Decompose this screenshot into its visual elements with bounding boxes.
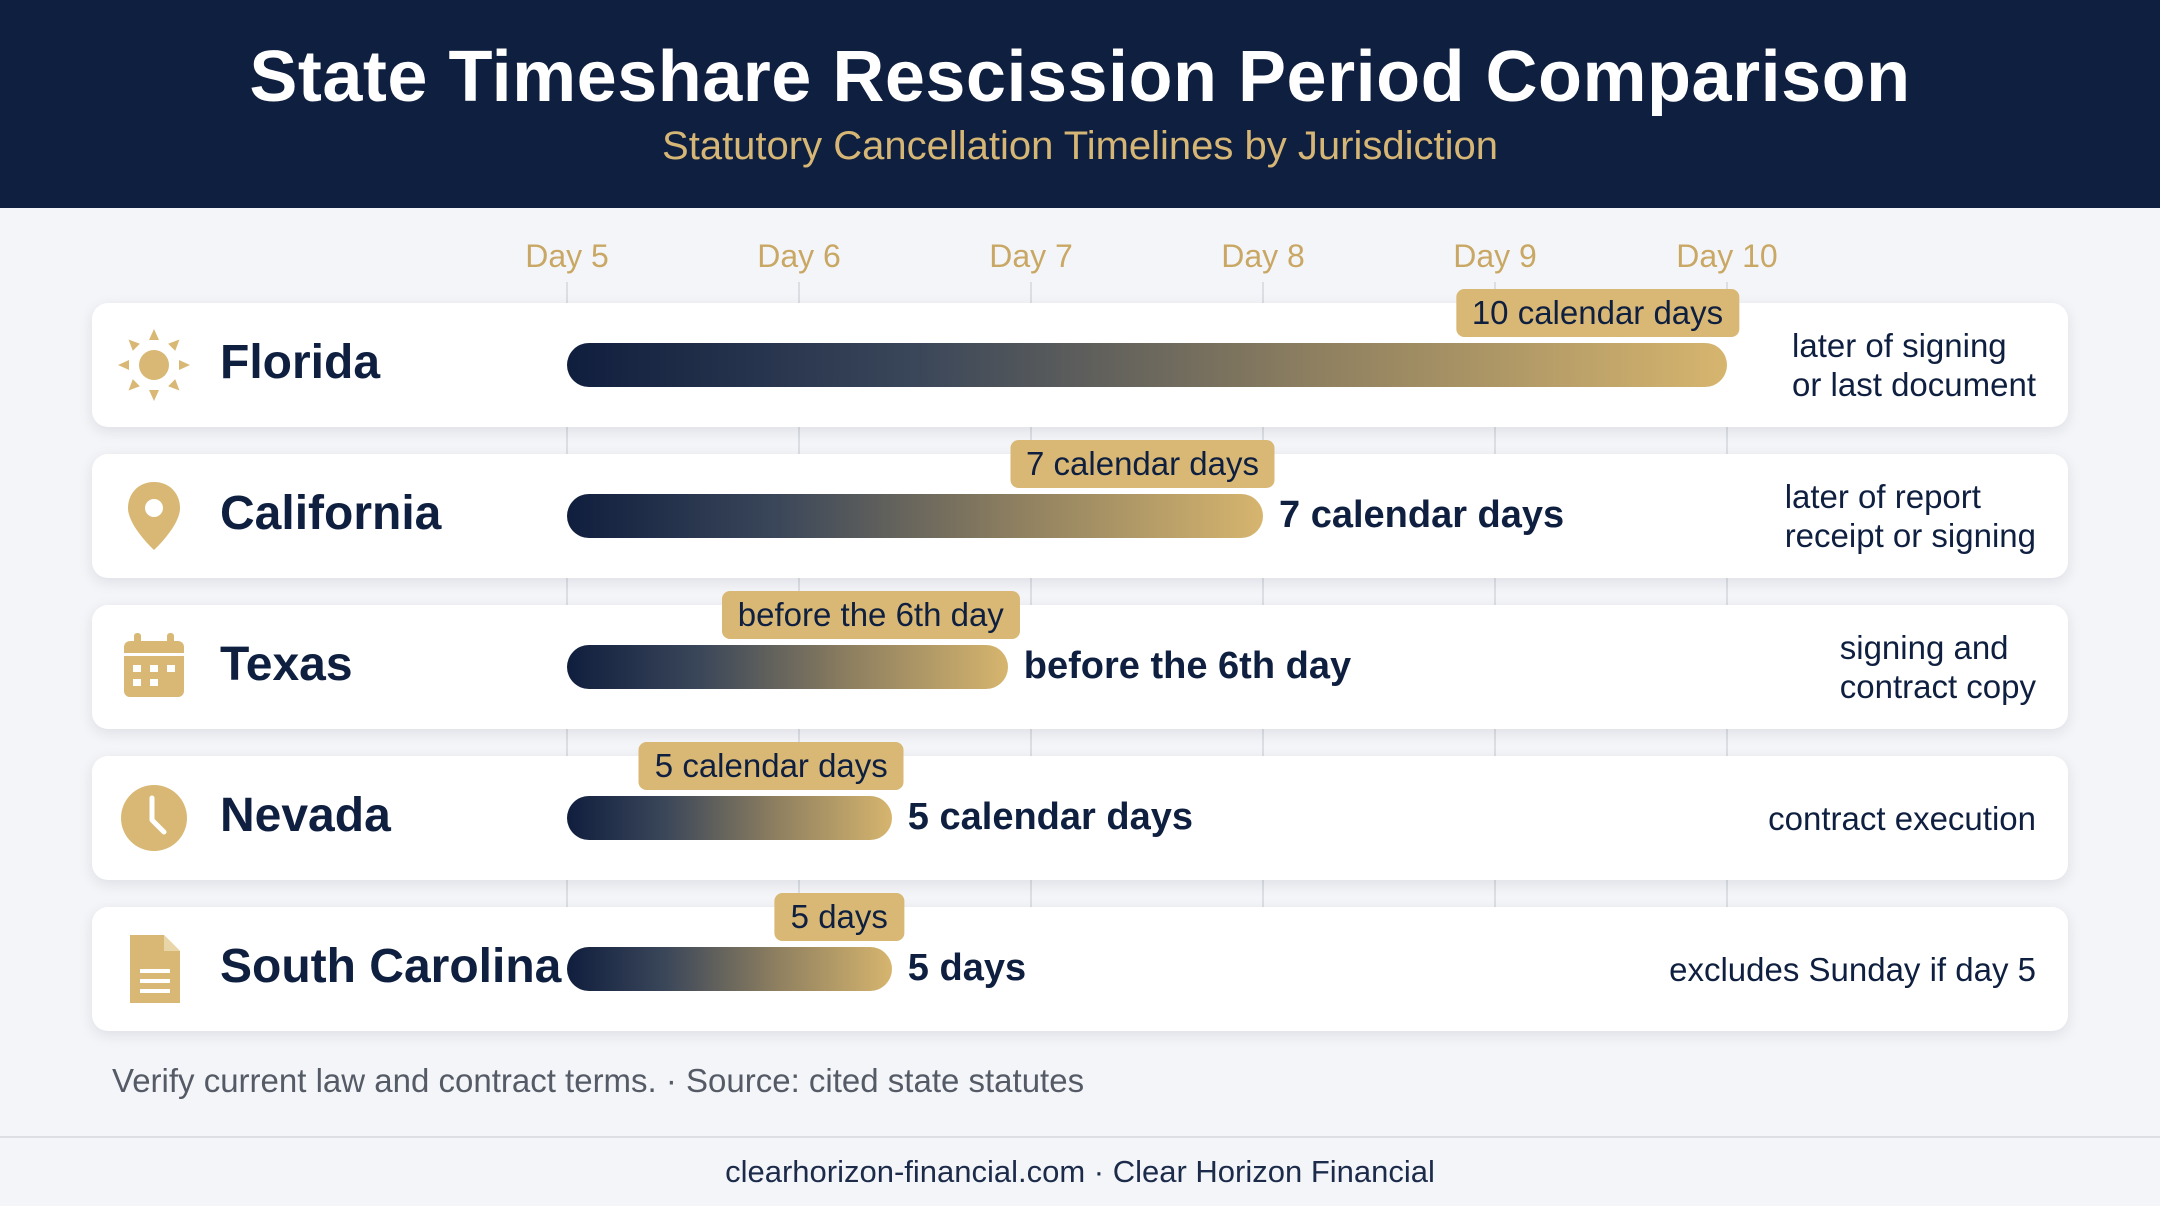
footer-text: clearhorizon-financial.com · Clear Horiz… [725,1154,1435,1189]
x-tick-label: Day 5 [525,238,609,274]
bar-florida [567,343,1727,387]
map-pin-icon [116,478,192,554]
trigger-note-line: receipt or signing [1784,517,2036,554]
x-tick-label: Day 10 [1676,238,1778,274]
data-label-pill: before the 6th day [721,591,1020,639]
chart-subtitle: Statutory Cancellation Timelines by Juri… [662,124,1498,168]
bar-nevada [567,796,892,840]
x-tick-label: Day 6 [757,238,841,274]
calendar-icon [116,629,192,705]
x-tick-label: Day 7 [989,238,1073,274]
state-name: California [220,487,442,540]
gridline [1262,282,1264,910]
document-icon [116,931,192,1007]
gridline [1726,282,1728,910]
state-name: Texas [220,638,353,691]
data-label-pill: 10 calendar days [1455,289,1740,337]
trigger-note-line: later of report [1784,478,1981,515]
chart-title: State Timeshare Rescission Period Compar… [249,37,1911,117]
data-label-pill: 5 calendar days [638,742,904,790]
gridline [566,282,568,910]
trigger-note: later of report receipt or signing [1785,477,2036,555]
trigger-note: excludes Sunday if day 5 [1669,950,2036,989]
trigger-note-line: or last document [1792,366,2036,403]
data-label-pill: 5 days [774,893,904,941]
footnote: Verify current law and contract terms. ·… [112,1062,1085,1099]
data-label-pill: 7 calendar days [1010,440,1275,488]
sun-icon [116,327,192,403]
state-name: Nevada [220,789,391,842]
header-banner: State Timeshare Rescission Period Compar… [0,0,2160,208]
clock-icon [116,780,192,856]
x-tick-label: Day 9 [1453,238,1537,274]
trigger-note: later of signing or last document [1792,326,2036,404]
row-card-texas [92,605,2068,729]
trigger-note-line: contract copy [1839,668,2036,705]
bar-end-label: 5 calendar days [907,796,1193,838]
row-card-nevada [92,756,2068,880]
trigger-note-line: contract execution [1768,799,2036,837]
footer-divider [0,1136,2160,1138]
trigger-note: contract execution [1768,799,2036,838]
trigger-note-line: signing and [1839,629,2009,666]
gridline [1030,282,1032,910]
bar-end-label: 5 days [907,947,1027,989]
bar-end-label: 7 calendar days [1279,494,1565,536]
bar-end-label: before the 6th day [1023,645,1352,687]
bar-texas [567,645,1008,689]
trigger-note-line: excludes Sunday if day 5 [1669,950,2036,988]
x-tick-label: Day 8 [1221,238,1305,274]
state-name: South Carolina [220,940,562,993]
bar-california [567,494,1263,538]
bar-south-carolina [567,947,892,991]
gridline [1494,282,1496,910]
row-card-south-carolina [92,907,2068,1031]
state-name: Florida [220,336,381,389]
trigger-note: signing and contract copy [1840,628,2036,706]
trigger-note-line: later of signing [1792,327,2007,364]
